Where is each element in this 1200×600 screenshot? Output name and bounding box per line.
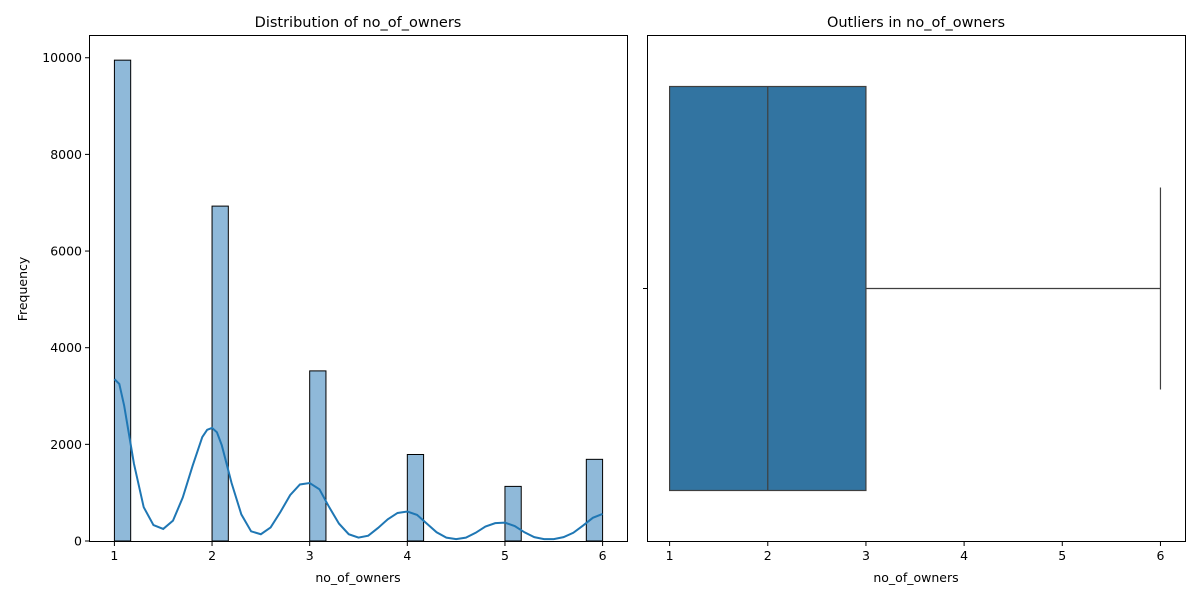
boxplot-frame [647, 35, 1186, 542]
boxplot-title: Outliers in no_of_owners [827, 15, 1005, 31]
histogram-bar [113, 59, 132, 542]
x-tick-label: 3 [306, 548, 314, 563]
boxplot-shapes [668, 85, 1162, 492]
boxplot-x-ticks: 1 2 3 4 5 6 [666, 541, 1164, 563]
histogram-y-ticks: 0 2000 4000 6000 8000 10000 [42, 50, 90, 549]
x-tick-label: 4 [960, 548, 968, 563]
y-tick-label: 4000 [50, 340, 82, 355]
x-tick-label: 5 [1058, 548, 1066, 563]
kde-curve [113, 378, 603, 541]
histogram-frame [89, 35, 628, 542]
x-tick-label: 4 [403, 548, 411, 563]
histogram-panel: Distribution of no_of_owners 02000400060… [15, 15, 628, 585]
y-tick-label: 0 [74, 534, 82, 549]
y-tick-label: 6000 [50, 244, 82, 259]
x-tick-label: 6 [599, 548, 607, 563]
histogram-title: Distribution of no_of_owners [255, 15, 462, 31]
histogram-bar [504, 485, 522, 542]
histogram-x-axis-label: no_of_owners [315, 570, 400, 585]
histogram-bar [406, 453, 425, 542]
x-tick-label: 5 [501, 548, 509, 563]
histogram-bar [211, 205, 229, 542]
x-tick-label: 6 [1156, 548, 1164, 563]
x-tick-label: 1 [666, 548, 674, 563]
boxplot-x-axis-label: no_of_owners [873, 570, 958, 585]
x-tick-label: 1 [110, 548, 118, 563]
x-tick-label: 2 [208, 548, 216, 563]
x-tick-label: 3 [862, 548, 870, 563]
histogram-bar [585, 458, 604, 542]
histogram-y-axis-label: Frequency [15, 256, 30, 321]
y-tick-label: 2000 [50, 437, 82, 452]
x-tick-label: 2 [764, 548, 772, 563]
histogram-bar [309, 370, 327, 542]
y-tick-label: 8000 [50, 147, 82, 162]
y-tick-label: 10000 [42, 50, 82, 65]
boxplot-panel: Outliers in no_of_owners 1 2 3 4 5 6 no_of_ow… [643, 15, 1186, 585]
